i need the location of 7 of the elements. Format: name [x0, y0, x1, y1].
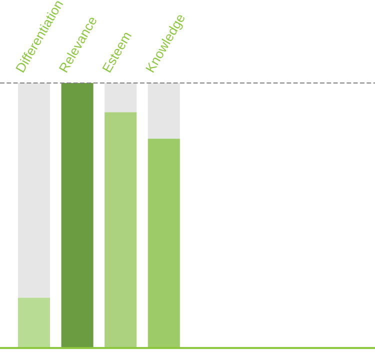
- bar: [148, 83, 180, 139]
- bar: [148, 138, 180, 348]
- bar: [18, 298, 50, 348]
- bar: [18, 83, 50, 298]
- bar: [61, 83, 94, 348]
- bar: [104, 83, 137, 112]
- bar: [104, 112, 137, 348]
